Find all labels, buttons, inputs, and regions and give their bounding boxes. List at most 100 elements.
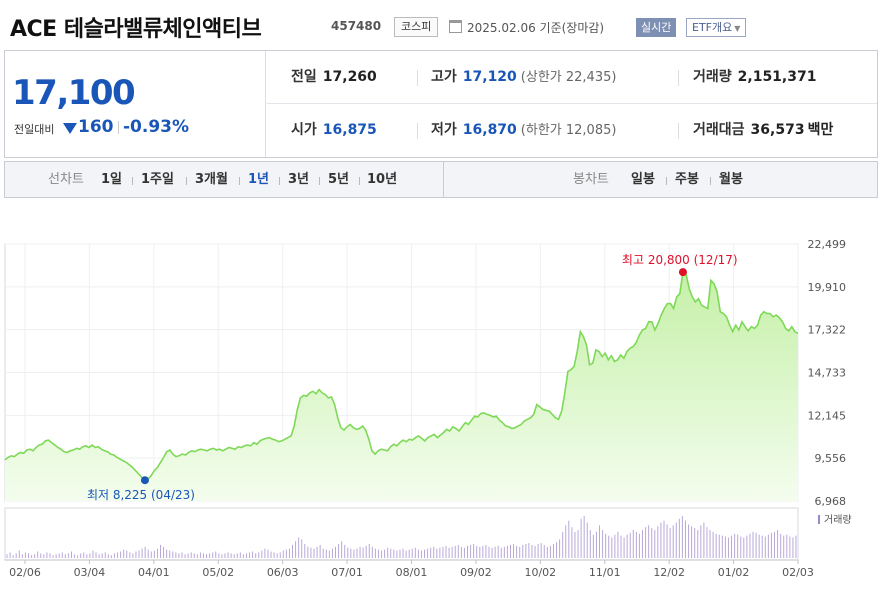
x-tick-label: 02/06 (9, 566, 41, 579)
x-tick-label: 12/02 (653, 566, 685, 579)
volume-value: 2,151,371 (737, 69, 817, 85)
amount-unit: 백만 (807, 122, 834, 138)
amount-value: 36,573 (750, 122, 805, 138)
divider (132, 177, 133, 185)
y-tick-label: 14,733 (808, 367, 847, 380)
lower-limit: (하한가 12,085) (520, 123, 617, 138)
open-value: 16,875 (322, 122, 377, 138)
etf-overview-label: ETF개요 (692, 21, 733, 34)
chart-period-bar: 선차트 1일 1주일 3개월 1년 3년 5년 10년 봉차트 일봉 주봉 월봉 (4, 161, 878, 198)
x-tick-label: 01/02 (718, 566, 750, 579)
prev-close-value: 17,260 (322, 69, 377, 85)
candle-chart-label: 봉차트 (573, 172, 609, 187)
high-value: 17,120 (462, 69, 517, 85)
max-point (678, 268, 687, 277)
quote-date-value: 2025.02.06 (467, 21, 536, 35)
y-tick-label: 12,145 (808, 409, 847, 422)
market-badge: 코스피 (394, 17, 439, 37)
x-tick-label: 03/04 (74, 566, 106, 579)
down-triangle-icon (63, 123, 77, 134)
change-divider (118, 121, 119, 134)
tab-period-1y[interactable]: 1년 (248, 172, 270, 187)
tab-period-5y[interactable]: 5년 (328, 172, 350, 187)
change-percent: -0.93% (123, 117, 190, 137)
volume-frame (4, 507, 799, 561)
stock-code: 457480 (331, 19, 382, 33)
calendar-icon (449, 20, 462, 33)
prev-close-cell: 전일 17,260 (291, 51, 377, 104)
price-area (5, 272, 798, 501)
divider (279, 177, 280, 185)
volume-legend-label: 거래량 (824, 514, 852, 526)
stock-name: ACE 테슬라밸류체인액티브 (10, 17, 262, 42)
low-cell: 저가 16,870 (하한가 12,085) (431, 104, 616, 157)
divider (443, 162, 444, 197)
y-tick-label: 19,910 (808, 281, 847, 294)
divider (417, 123, 418, 139)
volume-label: 거래량 (693, 69, 732, 85)
max-label: 최고 20,800 (12/17) (622, 253, 738, 267)
quote-grid: 전일 17,260 고가 17,120 (상한가 22,435) 거래량 2,151,3… (267, 51, 877, 157)
divider (359, 177, 360, 185)
x-tick-label: 08/01 (396, 566, 428, 579)
tab-candle-monthly[interactable]: 월봉 (719, 172, 743, 187)
x-tick-label: 10/02 (524, 566, 556, 579)
low-value: 16,870 (462, 122, 517, 138)
tab-candle-daily[interactable]: 일봉 (631, 172, 655, 187)
volume-legend-swatch (818, 515, 820, 524)
chevron-down-icon: ▼ (734, 24, 741, 33)
upper-limit: (상한가 22,435) (520, 70, 617, 85)
y-tick-label: 17,322 (808, 324, 847, 337)
tab-period-10y[interactable]: 10년 (367, 172, 398, 187)
divider (678, 70, 679, 86)
low-label: 저가 (431, 122, 457, 138)
quote-panel: 17,100 전일대비 160 -0.93% 전일 17,260 고가 17,120… (4, 50, 878, 158)
min-point (140, 476, 149, 485)
x-tick-label: 02/03 (782, 566, 814, 579)
y-tick-label: 6,968 (815, 495, 847, 508)
divider (186, 177, 187, 185)
price-line (4, 270, 799, 482)
open-cell: 시가 16,875 (291, 104, 377, 157)
current-price: 17,100 (12, 73, 136, 113)
divider (666, 177, 667, 185)
y-tick-label: 9,556 (815, 452, 847, 465)
etf-overview-dropdown[interactable]: ETF개요 ▼ (686, 18, 747, 37)
divider (678, 123, 679, 139)
tab-period-3m[interactable]: 3개월 (195, 172, 228, 187)
divider (417, 70, 418, 86)
open-label: 시가 (291, 122, 317, 138)
amount-label: 거래대금 (693, 122, 745, 138)
price-summary: 17,100 전일대비 160 -0.93% (5, 51, 266, 157)
high-cell: 고가 17,120 (상한가 22,435) (431, 51, 616, 104)
prev-close-label: 전일 (291, 69, 317, 85)
quote-row: 전일 17,260 고가 17,120 (상한가 22,435) 거래량 2,151,3… (267, 51, 877, 104)
amount-cell: 거래대금 36,573 백만 (693, 104, 833, 157)
tab-period-1d[interactable]: 1일 (101, 172, 123, 187)
tab-candle-weekly[interactable]: 주봉 (675, 172, 699, 187)
volume-cell: 거래량 2,151,371 (693, 51, 816, 104)
tab-period-1w[interactable]: 1주일 (141, 172, 174, 187)
change-value: 160 (78, 117, 114, 137)
x-tick-label: 04/01 (138, 566, 170, 579)
x-tick-label: 05/02 (202, 566, 234, 579)
quote-date: 2025.02.06 기준(장마감) (467, 19, 604, 36)
quote-row: 시가 16,875 저가 16,870 (하한가 12,085) 거래대금 36,573… (267, 104, 877, 157)
divider (239, 177, 240, 185)
quote-date-suffix: 기준(장마감) (539, 21, 605, 35)
y-tick-label: 22,499 (808, 238, 847, 251)
divider (319, 177, 320, 185)
x-tick-label: 07/01 (331, 566, 363, 579)
change-label: 전일대비 (14, 123, 55, 136)
stock-header: ACE 테슬라밸류체인액티브 457480 코스피 2025.02.06 기준(… (0, 0, 878, 50)
line-chart-label: 선차트 (48, 172, 84, 187)
x-tick-label: 11/01 (589, 566, 621, 579)
realtime-button[interactable]: 실시간 (636, 18, 677, 37)
price-chart: 22,499 19,910 17,322 14,733 12,145 9,556 6,968… (0, 225, 878, 597)
price-chart-svg: 22,499 19,910 17,322 14,733 12,145 9,556 6,968… (4, 238, 852, 579)
x-tick-label: 09/02 (460, 566, 492, 579)
high-label: 고가 (431, 69, 457, 85)
x-tick-label: 06/03 (267, 566, 299, 579)
divider (710, 177, 711, 185)
tab-period-3y[interactable]: 3년 (288, 172, 310, 187)
